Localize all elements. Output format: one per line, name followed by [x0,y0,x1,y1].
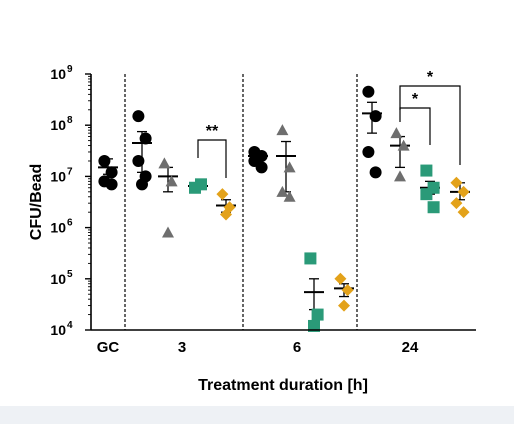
data-point-diamond [457,206,470,219]
significance-label: * [427,69,434,86]
data-point-triangle [276,124,289,136]
significance-brackets: **** [197,69,461,178]
x-axis-label: Treatment duration [h] [198,377,368,394]
data-point-triangle [276,185,289,197]
data-point-circle [362,145,375,158]
significance-bracket [197,139,227,178]
x-tick-labels: GC 3 6 24 [97,339,419,356]
data-point-diamond [341,284,354,297]
data-point-circle [132,110,145,123]
data-point-circle [139,132,152,145]
data-point-circle [136,178,148,191]
data-point-circle [132,154,145,167]
data-point-triangle [165,175,178,187]
data-point-circle [105,166,118,179]
data-point-diamond [220,208,232,221]
data-point-square [304,252,317,265]
significance-bracket [399,85,461,165]
data-point-circle [369,166,382,179]
axes [90,74,476,331]
significance-label: ** [206,123,219,140]
data-point-circle [105,178,118,191]
y-tick-exponent: 9 [67,64,73,75]
x-tick-label: 6 [293,339,301,356]
y-tick-exponent: 6 [67,218,73,229]
y-tick-label: 10 [50,168,66,184]
data-point-triangle [397,139,410,151]
data-point-diamond [216,188,229,201]
data-point-triangle [394,170,406,182]
data-points [98,85,470,332]
data-point-square [308,319,320,332]
y-axis-label: CFU/Bead [28,164,45,240]
x-tick-label: 3 [178,339,186,356]
data-point-circle [255,161,268,174]
data-point-triangle [283,161,296,173]
significance-bracket [399,107,431,145]
data-point-square [311,308,324,321]
data-point-circle [362,85,375,98]
data-point-circle [369,110,382,123]
y-tick-exponent: 8 [67,115,73,126]
data-point-square [420,188,433,201]
data-point-triangle [158,157,171,169]
x-tick-label: GC [97,339,120,356]
group-separators [124,74,358,330]
data-point-square [427,201,440,214]
y-tick-label: 10 [50,66,66,82]
y-tick-label: 10 [50,322,66,338]
y-tick-exponent: 7 [67,166,73,177]
data-point-diamond [338,299,350,312]
data-point-square [195,178,207,191]
data-point-square [420,164,433,177]
y-tick-label: 10 [50,220,66,236]
data-point-diamond [450,197,463,210]
data-point-diamond [334,272,347,285]
data-point-diamond [450,176,463,189]
data-point-triangle [390,127,403,139]
x-tick-label: 24 [402,339,419,356]
data-point-triangle [283,190,296,202]
y-tick-exponent: 5 [67,269,73,280]
significance-label: * [412,91,419,108]
y-tick-label: 10 [50,271,66,287]
y-tick-label: 10 [50,117,66,133]
data-point-triangle [162,226,174,238]
y-tick-exponent: 4 [67,320,73,331]
bottom-strip [0,406,514,424]
data-point-circle [98,154,111,167]
data-point-diamond [457,185,470,198]
